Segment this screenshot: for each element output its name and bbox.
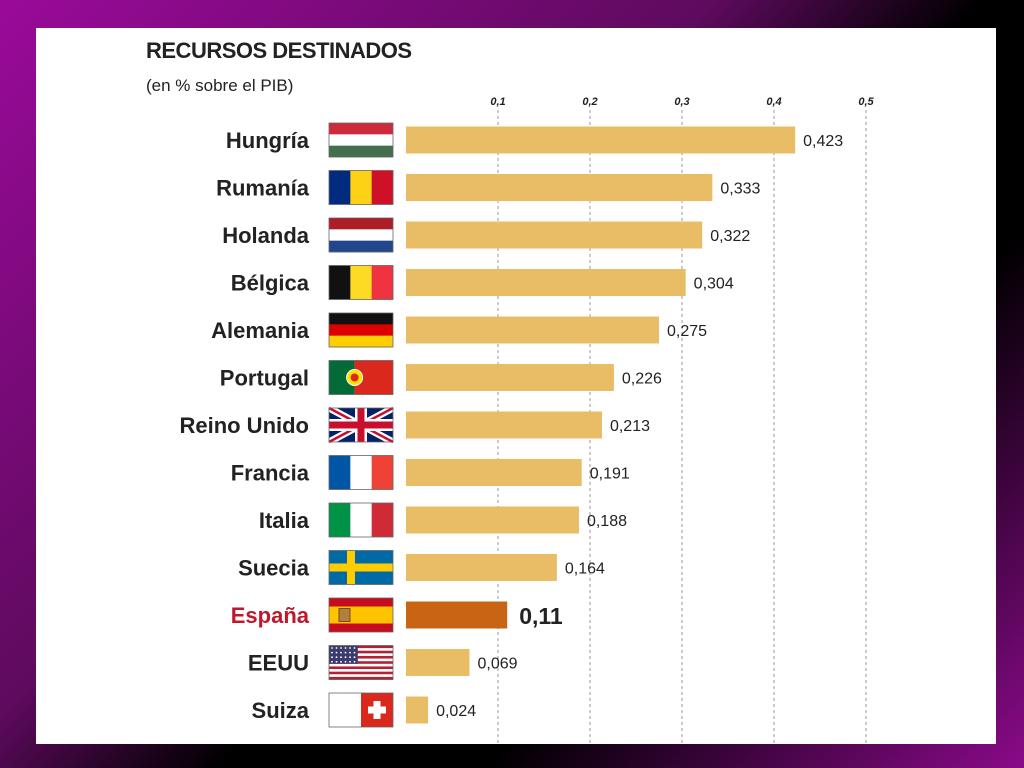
- bar: [406, 554, 557, 581]
- category-label: EEUU: [248, 651, 309, 676]
- data-label: 0,423: [803, 133, 843, 150]
- usa-flag-icon: [328, 645, 394, 680]
- france-flag-icon: [328, 455, 394, 490]
- bar: [406, 174, 713, 201]
- x-tick-label: 0,2: [582, 96, 597, 108]
- netherlands-flag-icon: [328, 217, 394, 253]
- chart-subtitle: (en % sobre el PIB): [146, 76, 294, 95]
- chart-panel: RECURSOS DESTINADOS (en % sobre el PIB) …: [36, 28, 996, 744]
- category-label: Alemania: [211, 318, 310, 343]
- united-kingdom-flag-icon: [327, 404, 395, 446]
- data-label: 0,213: [610, 418, 650, 435]
- bar: [406, 364, 614, 391]
- bar: [406, 506, 579, 534]
- data-label: 0,333: [720, 181, 760, 198]
- category-label: Reino Unido: [179, 413, 309, 438]
- data-label: 0,275: [667, 323, 707, 340]
- bar: [406, 601, 508, 629]
- belgium-flag-icon: [328, 265, 394, 300]
- x-tick-label: 0,1: [490, 96, 505, 108]
- data-label: 0,024: [436, 703, 476, 720]
- category-label: Rumanía: [216, 176, 310, 201]
- x-tick-label: 0,3: [674, 96, 689, 108]
- x-tick-label: 0,5: [858, 96, 874, 108]
- data-label: 0,188: [587, 513, 627, 530]
- category-label: Bélgica: [231, 271, 310, 296]
- category-label: Holanda: [222, 223, 310, 248]
- bar: [406, 269, 686, 296]
- data-label: 0,069: [477, 656, 517, 673]
- bar: [406, 649, 470, 676]
- switzerland-flag-icon: [328, 692, 394, 728]
- data-label: 0,11: [519, 603, 563, 629]
- category-label: Suecia: [238, 556, 310, 581]
- bar: [406, 221, 703, 249]
- hungary-flag-icon: [328, 122, 394, 158]
- italy-flag-icon: [328, 502, 394, 538]
- bar-chart: 0,1 0,2 0,3 0,4 0,5 Hungría 0,423 Rumanía 0,333 H…: [179, 96, 875, 744]
- spain-flag-icon: [328, 597, 394, 633]
- category-label: Hungría: [226, 128, 310, 153]
- bar: [406, 126, 796, 154]
- category-label: España: [231, 603, 310, 628]
- bar: [406, 696, 429, 724]
- data-label: 0,304: [694, 276, 734, 293]
- data-label: 0,226: [622, 371, 662, 388]
- chart-title: RECURSOS DESTINADOS: [146, 38, 412, 63]
- x-tick-label: 0,4: [766, 96, 781, 108]
- sweden-flag-icon: [328, 550, 394, 585]
- data-label: 0,322: [710, 228, 750, 245]
- bar: [406, 411, 602, 439]
- bar: [406, 459, 582, 486]
- category-label: Francia: [231, 461, 310, 486]
- category-label: Suiza: [252, 698, 310, 723]
- category-label: Italia: [259, 508, 310, 533]
- data-label: 0,164: [565, 561, 605, 578]
- portugal-flag-icon: [328, 360, 394, 395]
- category-label: Portugal: [220, 366, 309, 391]
- bar: [406, 316, 659, 344]
- data-label: 0,191: [590, 466, 630, 483]
- romania-flag-icon: [328, 170, 394, 205]
- germany-flag-icon: [328, 312, 394, 348]
